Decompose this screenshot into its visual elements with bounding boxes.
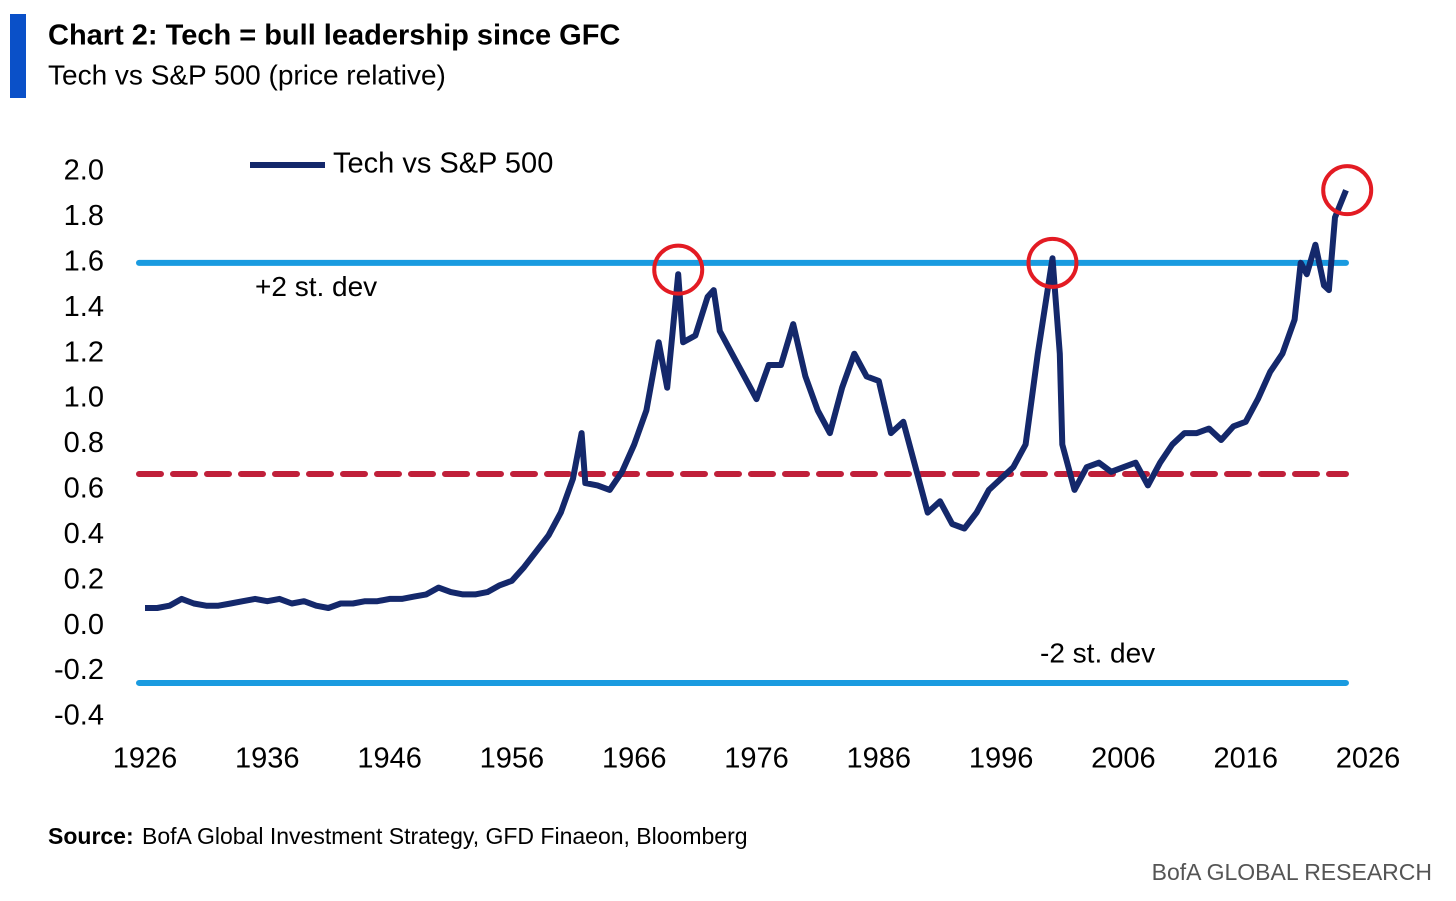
x-tick-label: 2016: [1213, 743, 1278, 775]
y-tick-label: 0.4: [64, 518, 104, 550]
x-tick-label: 1936: [235, 743, 300, 775]
chart-subtitle: Tech vs S&P 500 (price relative): [48, 59, 446, 90]
y-tick-label: 1.6: [64, 245, 104, 277]
y-tick-label: 2.0: [64, 155, 104, 187]
y-tick-label: 1.4: [64, 291, 104, 323]
footer: BofA GLOBAL RESEARCH: [1152, 859, 1432, 885]
source-label: Source:: [48, 823, 134, 849]
x-tick-label: 1986: [847, 743, 912, 775]
highlight-circle: [652, 243, 705, 296]
x-tick-label: 2026: [1336, 743, 1401, 775]
reference-label: -2 st. dev: [1040, 637, 1155, 668]
reference-label: +2 st. dev: [255, 271, 377, 302]
y-tick-label: 1.8: [64, 200, 104, 232]
y-tick-label: 0.8: [64, 427, 104, 459]
x-tick-label: 1946: [357, 743, 422, 775]
source: BofA Global Investment Strategy, GFD Fin…: [142, 823, 748, 849]
highlight-circle: [1321, 164, 1374, 217]
series-line: [145, 189, 1349, 611]
x-tick-label: 2006: [1091, 743, 1156, 775]
x-tick-label: 1956: [480, 743, 545, 775]
x-tick-label: 1996: [969, 743, 1034, 775]
y-tick-label: 0.2: [64, 563, 104, 595]
x-tick-label: 1976: [724, 743, 789, 775]
y-tick-label: 1.2: [64, 336, 104, 368]
legend-label: Tech vs S&P 500: [333, 148, 553, 180]
y-tick-label: -0.4: [54, 700, 104, 732]
title-accent: [10, 14, 26, 98]
highlight-circle: [1026, 236, 1079, 289]
y-tick-label: 0.0: [64, 609, 104, 641]
y-tick-label: 1.0: [64, 382, 104, 414]
y-tick-label: 0.6: [64, 473, 104, 505]
x-tick-label: 1926: [113, 743, 178, 775]
x-tick-label: 1966: [602, 743, 667, 775]
chart-title: Chart 2: Tech = bull leadership since GF…: [48, 20, 620, 52]
y-tick-label: -0.2: [54, 654, 104, 686]
